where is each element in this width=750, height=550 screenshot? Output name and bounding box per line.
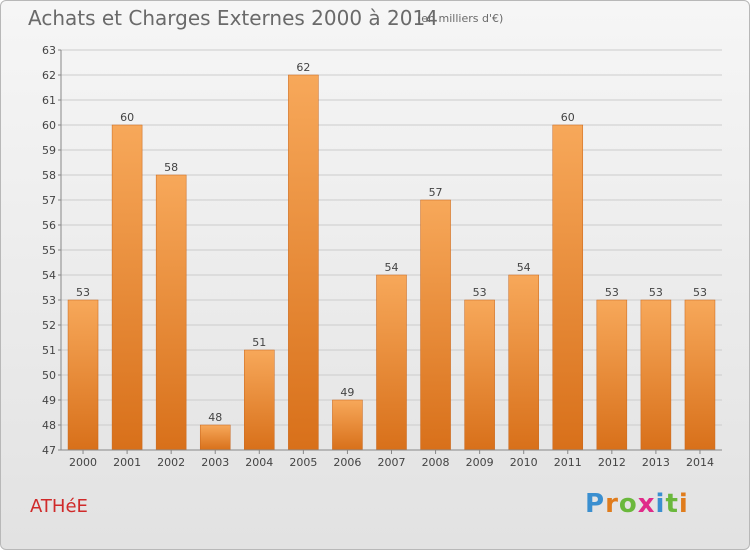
axes: 47 48 49 50 51 52 53 54 55 56 57 58 59 60 61 62 63 2000 20…	[42, 44, 722, 469]
chart-title: Achats et Charges Externes 2000 à 2014	[28, 6, 438, 30]
chart-unit: (en milliers d'€)	[417, 12, 504, 25]
x-tick-label-2011: 2011	[554, 456, 582, 469]
bars: 53 60 58 48 51 62 49 54 57 53 54 60 53 53 53	[67, 61, 716, 451]
y-tick-label: 61	[42, 94, 56, 107]
x-tick-label-2014: 2014	[686, 456, 714, 469]
data-label-2014: 53	[693, 286, 707, 299]
data-label-2006: 49	[340, 386, 354, 399]
bar-2009	[464, 299, 495, 451]
y-tick-label: 60	[42, 119, 56, 132]
bar-2014	[684, 299, 716, 451]
bar-2008	[420, 199, 451, 451]
logo-letter: x	[637, 489, 656, 519]
x-tick-label-2009: 2009	[466, 456, 494, 469]
y-tick-label: 54	[42, 269, 56, 282]
x-tick-label-2000: 2000	[69, 456, 97, 469]
x-tick-label-2013: 2013	[642, 456, 670, 469]
data-label-2002: 58	[164, 161, 178, 174]
data-label-2003: 48	[208, 411, 222, 424]
bar-2001	[111, 124, 143, 451]
logo-letter: P	[585, 489, 606, 519]
x-tick-label-2004: 2004	[245, 456, 273, 469]
y-tick-label: 52	[42, 319, 56, 332]
y-tick-label: 55	[42, 244, 56, 257]
bar-2005	[288, 74, 319, 451]
y-tick-label: 53	[42, 294, 56, 307]
x-tick-label-2002: 2002	[157, 456, 185, 469]
data-label-2004: 51	[252, 336, 266, 349]
bar-2010	[508, 274, 539, 451]
y-tick-label: 56	[42, 219, 56, 232]
y-tick-label: 47	[42, 444, 56, 457]
data-label-2001: 60	[120, 111, 134, 124]
logo-letter: i	[655, 489, 666, 519]
y-tick-label: 58	[42, 169, 56, 182]
place-name: ATHéE	[30, 496, 88, 517]
data-label-2010: 54	[517, 261, 531, 274]
logo-letter: t	[665, 489, 679, 519]
bar-2002	[155, 174, 187, 451]
data-label-2012: 53	[605, 286, 619, 299]
data-label-2000: 53	[76, 286, 90, 299]
y-tick-label: 49	[42, 394, 56, 407]
logo-letter: i	[678, 489, 689, 519]
x-tick-label-2003: 2003	[201, 456, 229, 469]
x-tick-label-2007: 2007	[378, 456, 406, 469]
x-tick-label-2001: 2001	[113, 456, 141, 469]
x-tick-label-2005: 2005	[289, 456, 317, 469]
data-label-2009: 53	[473, 286, 487, 299]
bar-2012	[596, 299, 628, 451]
y-tick-label: 48	[42, 419, 56, 432]
data-label-2013: 53	[649, 286, 663, 299]
x-tick-label-2006: 2006	[333, 456, 361, 469]
y-tick-label: 57	[42, 194, 56, 207]
x-tick-label-2008: 2008	[422, 456, 450, 469]
data-label-2005: 62	[296, 61, 310, 74]
x-tick-label-2010: 2010	[510, 456, 538, 469]
bar-2007	[376, 274, 407, 451]
bar-2000	[67, 299, 99, 451]
data-label-2011: 60	[561, 111, 575, 124]
bar-2004	[244, 349, 275, 451]
x-tick-label-2012: 2012	[598, 456, 626, 469]
bar-2003	[199, 424, 231, 451]
logo-letter: o	[618, 489, 638, 519]
proxiti-logo: Proxiti	[585, 489, 689, 519]
data-label-2008: 57	[429, 186, 443, 199]
y-tick-label: 62	[42, 69, 56, 82]
y-tick-label: 50	[42, 369, 56, 382]
bar-2011	[552, 124, 584, 451]
logo-letter: r	[605, 489, 619, 519]
bar-2013	[640, 299, 672, 451]
y-tick-label: 63	[42, 44, 56, 57]
y-tick-label: 51	[42, 344, 56, 357]
y-tick-label: 59	[42, 144, 56, 157]
bar-2006	[332, 399, 363, 451]
data-label-2007: 54	[385, 261, 399, 274]
